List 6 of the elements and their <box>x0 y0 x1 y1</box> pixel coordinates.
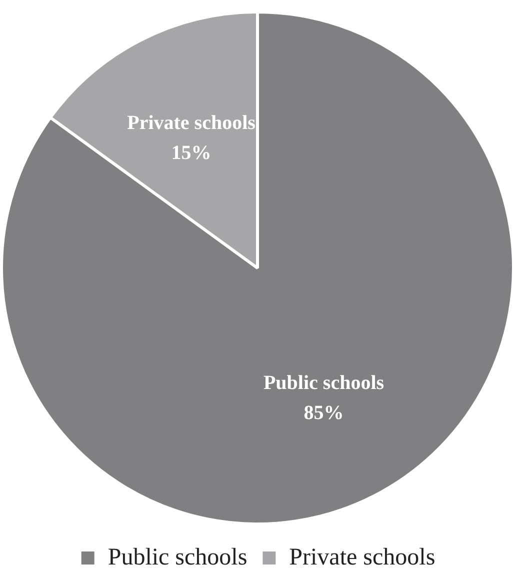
data-label: 15% <box>171 142 212 164</box>
slice-label: Private schools <box>127 112 256 134</box>
data-label: 85% <box>304 402 344 424</box>
legend-label: Public schools <box>108 544 248 570</box>
legend-label: Private schools <box>289 544 436 570</box>
slice-label: Public schools <box>263 372 384 394</box>
